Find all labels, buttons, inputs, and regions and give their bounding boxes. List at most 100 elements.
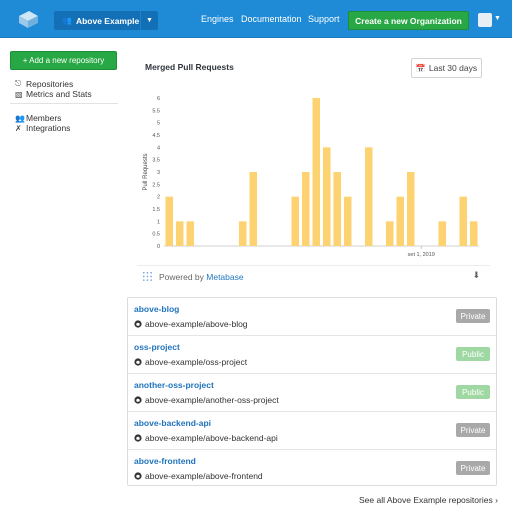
- wrench-icon: ✗: [15, 123, 22, 133]
- y-tick-label: 6: [157, 96, 160, 102]
- date-range-button[interactable]: 📅 Last 30 days: [411, 58, 482, 78]
- repository-name[interactable]: above-frontend: [134, 456, 196, 466]
- repository-name[interactable]: above-backend-api: [134, 418, 211, 428]
- chart-bar: [469, 221, 478, 246]
- repository-name[interactable]: above-blog: [134, 304, 180, 314]
- metabase-footer: Powered by Metabase ⬇: [137, 265, 490, 285]
- y-tick-label: 3: [157, 170, 160, 176]
- chart-bar: [385, 221, 394, 246]
- calendar-icon: 📅: [415, 63, 426, 73]
- y-tick-label: 1: [157, 219, 160, 225]
- visibility-badge: Public: [456, 385, 490, 399]
- github-icon: [134, 320, 142, 328]
- repository-path: above-example/oss-project: [134, 357, 247, 367]
- y-tick-label: 4.5: [152, 133, 160, 139]
- nav-link-engines[interactable]: Engines: [201, 14, 234, 24]
- chart-bar: [312, 98, 321, 246]
- repository-row[interactable]: above-backend-api above-example/above-bac…: [128, 412, 496, 450]
- sidebar-item-label: Repositories: [26, 79, 74, 89]
- chevron-down-icon[interactable]: ▼: [140, 11, 158, 30]
- y-tick-label: 4: [157, 145, 160, 151]
- download-icon[interactable]: ⬇: [472, 270, 480, 280]
- sidebar-item-label: Metrics and Stats: [26, 89, 92, 99]
- visibility-badge: Private: [456, 423, 490, 437]
- repository-path-text: above-example/above-backend-api: [145, 433, 278, 443]
- repository-path-text: above-example/above-frontend: [145, 471, 263, 481]
- y-tick-label: 2.5: [152, 182, 160, 188]
- repository-path: above-example/above-backend-api: [134, 433, 278, 443]
- members-icon: 👥: [15, 113, 25, 123]
- y-tick-label: 0: [157, 244, 160, 250]
- github-icon: [134, 434, 142, 442]
- user-avatar[interactable]: [478, 13, 492, 27]
- repository-path: above-example/above-blog: [134, 319, 248, 329]
- powered-by-label: Powered by: [159, 272, 204, 282]
- sidebar-item-repositories[interactable]: ⎋ Repositories: [15, 79, 73, 89]
- repository-row[interactable]: another-oss-project above-example/another…: [128, 374, 496, 412]
- sidebar-divider: [10, 103, 118, 104]
- chart-bar: [175, 221, 184, 246]
- sidebar-item-label: Members: [26, 113, 62, 123]
- bar-chart-icon: ▧: [15, 89, 23, 99]
- y-tick-label: 2: [157, 195, 160, 201]
- chart-bar: [343, 196, 352, 246]
- github-icon: [134, 358, 142, 366]
- repository-name[interactable]: oss-project: [134, 342, 180, 352]
- organization-name: Above Example: [75, 15, 140, 26]
- metabase-link[interactable]: Metabase: [206, 272, 244, 282]
- top-navigation-bar: 👥 Above Example ▼ Engines Documentation …: [0, 0, 512, 38]
- chart-bar: [333, 172, 342, 246]
- chart-bar: [291, 196, 300, 246]
- sidebar-item-integrations[interactable]: ✗ Integrations: [15, 123, 70, 133]
- repository-row[interactable]: oss-project above-example/oss-project Publ…: [128, 336, 496, 374]
- y-tick-label: 5.5: [152, 108, 160, 114]
- visibility-badge: Private: [456, 309, 490, 323]
- nav-link-support[interactable]: Support: [308, 14, 340, 24]
- github-icon: [134, 396, 142, 404]
- metabase-logo-icon: [143, 272, 152, 281]
- visibility-badge: Private: [456, 461, 490, 475]
- sidebar-item-members[interactable]: 👥 Members: [15, 113, 61, 123]
- visibility-badge: Public: [456, 347, 490, 361]
- repository-name[interactable]: another-oss-project: [134, 380, 214, 390]
- repository-row[interactable]: above-frontend above-example/above-fronte…: [128, 450, 496, 488]
- x-tick-label: set 1, 2019: [408, 252, 435, 258]
- user-menu-chevron-icon[interactable]: ▼: [494, 15, 501, 22]
- see-all-label: See all Above Example repositories: [359, 495, 493, 505]
- organization-selector[interactable]: 👥 Above Example ▼: [54, 11, 158, 30]
- nav-link-documentation[interactable]: Documentation: [241, 14, 302, 24]
- chart-bar: [438, 221, 447, 246]
- repository-list: above-blog above-example/above-blog Privat…: [127, 297, 497, 486]
- y-tick-label: 5: [157, 121, 160, 127]
- repository-path: above-example/above-frontend: [134, 471, 263, 481]
- repository-path: above-example/another-oss-project: [134, 395, 279, 405]
- github-icon: [134, 472, 142, 480]
- chart-bar: [406, 172, 415, 246]
- powered-by-text: Powered by Metabase: [159, 272, 244, 282]
- date-range-label: Last 30 days: [428, 63, 478, 73]
- people-icon: 👥: [62, 16, 72, 25]
- y-tick-label: 0.5: [152, 232, 160, 238]
- chart-bar: [322, 147, 331, 246]
- merged-pull-requests-chart: 0 0.5 1 1.5 2 2.5 3 3.5 4 4.5 5 5.5 6 Pull Requests se…: [143, 96, 479, 258]
- repository-path-text: above-example/another-oss-project: [145, 395, 279, 405]
- sidebar-item-label: Integrations: [26, 123, 71, 133]
- repository-row[interactable]: above-blog above-example/above-blog Privat…: [128, 298, 496, 336]
- add-repository-button[interactable]: + Add a new repository: [10, 51, 117, 70]
- chart-bar: [186, 221, 195, 246]
- y-tick-label: 3.5: [152, 158, 160, 164]
- chart-bar: [396, 196, 405, 246]
- chart-bar: [301, 172, 310, 246]
- chart-bar: [238, 221, 247, 246]
- sidebar-item-metrics[interactable]: ▧ Metrics and Stats: [15, 89, 92, 99]
- y-axis-label: Pull Requests: [143, 153, 149, 190]
- chart-bar: [459, 196, 468, 246]
- repositories-icon: ⎋: [15, 79, 22, 88]
- chart-bar: [364, 147, 373, 246]
- chart-title: Merged Pull Requests: [145, 62, 234, 72]
- app-logo-icon[interactable]: [17, 9, 39, 29]
- repository-path-text: above-example/above-blog: [145, 319, 248, 329]
- see-all-repositories-link[interactable]: See all Above Example repositories ›: [359, 495, 498, 505]
- create-organization-button[interactable]: Create a new Organization: [348, 11, 469, 30]
- chart-bar: [165, 196, 174, 246]
